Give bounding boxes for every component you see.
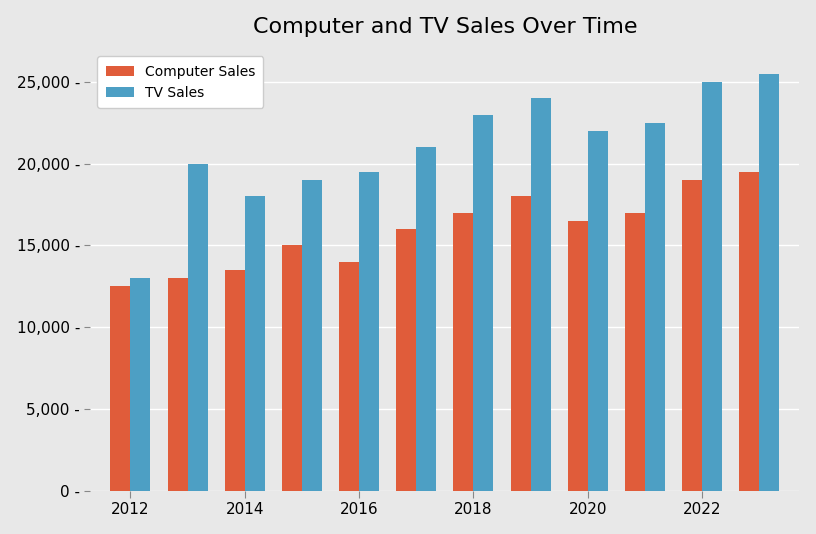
Bar <box>110 286 131 491</box>
Title: Computer and TV Sales Over Time: Computer and TV Sales Over Time <box>253 17 637 37</box>
Bar <box>359 172 379 491</box>
Bar <box>568 221 588 491</box>
Bar <box>282 246 302 491</box>
Bar <box>167 278 188 491</box>
Bar <box>530 98 551 491</box>
Bar <box>224 270 245 491</box>
Bar <box>473 115 494 491</box>
Bar <box>739 172 760 491</box>
Bar <box>397 229 416 491</box>
Legend: Computer Sales, TV Sales: Computer Sales, TV Sales <box>97 56 264 108</box>
Bar <box>625 213 645 491</box>
Bar <box>511 197 530 491</box>
Bar <box>702 82 722 491</box>
Bar <box>682 180 702 491</box>
Bar <box>339 262 359 491</box>
Bar <box>131 278 150 491</box>
Bar <box>188 164 207 491</box>
Bar <box>760 74 779 491</box>
Bar <box>645 123 665 491</box>
Bar <box>302 180 322 491</box>
Bar <box>454 213 473 491</box>
Bar <box>416 147 437 491</box>
Bar <box>245 197 265 491</box>
Bar <box>588 131 608 491</box>
